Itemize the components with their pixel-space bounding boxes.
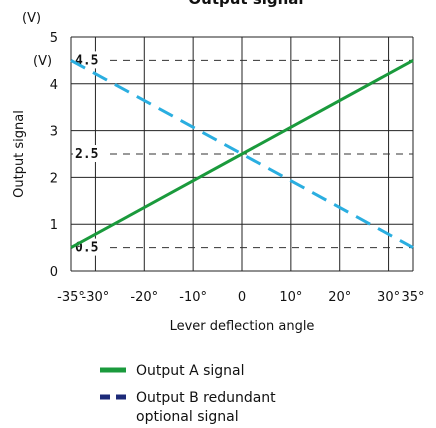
x-tick-label: -10°	[179, 290, 207, 305]
x-tick-label: 10°	[279, 290, 302, 305]
x-tick-label: 35°	[401, 290, 424, 305]
reference-label-bg	[73, 145, 105, 162]
y-tick-label: 1	[50, 218, 58, 233]
x-tick-label: -35°	[57, 290, 85, 305]
chart-title: Output signal	[188, 0, 303, 8]
y-tick-label: 4	[50, 78, 58, 93]
x-tick-label: 20°	[328, 290, 351, 305]
legend-label-a: Output A signal	[136, 363, 245, 379]
y-axis-title: Output signal	[12, 110, 27, 198]
legend-label-b-line2: optional signal	[136, 409, 239, 425]
x-tick-label: 30°	[377, 290, 400, 305]
y-axis-unit-top: (V)	[22, 11, 41, 26]
series-line-a	[70, 59, 414, 249]
y-axis-unit-side: (V)	[33, 54, 52, 69]
y-tick-label: 3	[50, 125, 58, 140]
reference-label: 2.5	[75, 147, 98, 162]
y-tick-label: 5	[50, 31, 58, 46]
x-axis-title: Lever deflection angle	[170, 319, 315, 334]
y-tick-label: 0	[50, 265, 58, 280]
x-tick-label: 0	[238, 290, 246, 305]
legend-label-b-line1: Output B redundant	[136, 390, 276, 406]
x-tick-label: -20°	[130, 290, 158, 305]
x-tick-label: -30°	[82, 290, 110, 305]
series-line-b	[70, 59, 414, 249]
reference-label: 0.5	[75, 241, 98, 256]
y-tick-label: 2	[50, 171, 58, 186]
reference-label-bg	[73, 51, 105, 69]
